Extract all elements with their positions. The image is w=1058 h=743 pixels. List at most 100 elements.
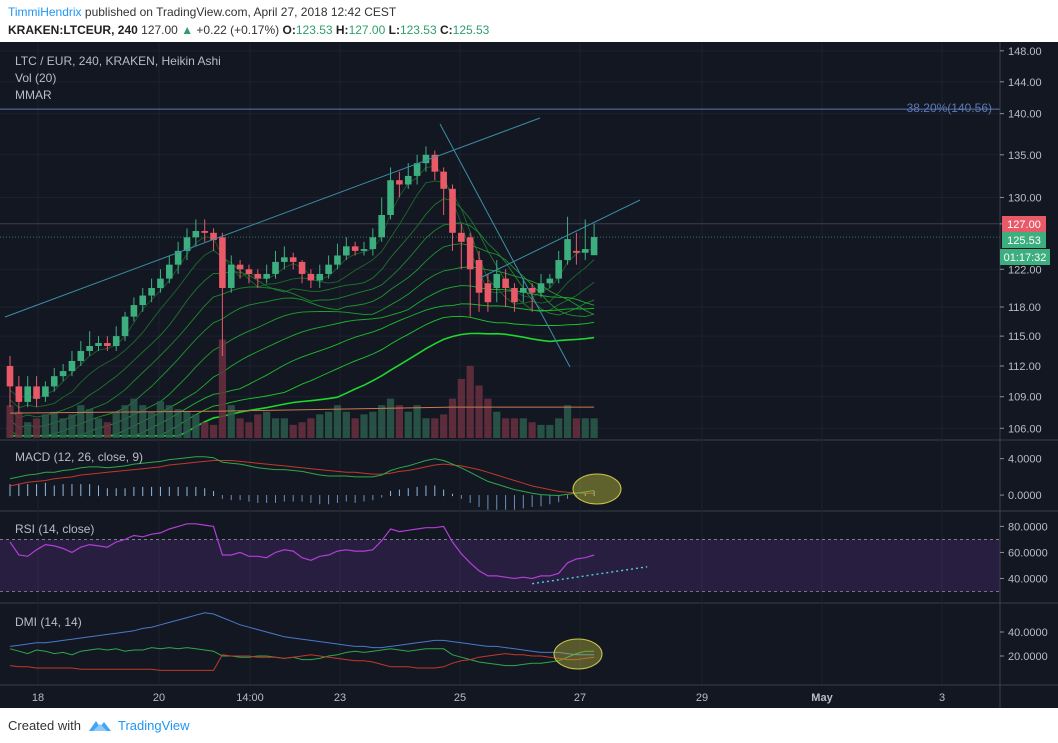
volume-bar	[139, 405, 147, 438]
candle	[360, 241, 368, 256]
candle	[112, 326, 120, 351]
volume-bar	[50, 411, 58, 438]
mmar-legend: MMAR	[15, 88, 52, 102]
candle-body	[130, 305, 138, 317]
candle-body	[325, 264, 332, 274]
candle-body	[68, 360, 76, 372]
low-label: L:	[388, 23, 400, 37]
candle	[475, 250, 483, 312]
rsi-support-trendline	[531, 566, 648, 585]
volume-bar	[156, 401, 165, 438]
pane-tick-label: 4.0000	[1008, 454, 1042, 466]
candle-body	[24, 386, 31, 402]
candle	[157, 269, 164, 293]
volume-bar	[440, 414, 448, 438]
time-tick-label: 29	[696, 692, 708, 704]
macd-pane[interactable]	[9, 456, 622, 510]
trendlines[interactable]	[4, 117, 641, 368]
candle	[431, 150, 439, 181]
candle-body	[245, 269, 253, 274]
volume-bar	[263, 411, 271, 438]
high-price-badge: 127.00	[1002, 216, 1046, 232]
candle	[298, 260, 306, 284]
candle	[104, 336, 111, 351]
candle-body	[307, 273, 315, 281]
footer: Created with TradingView	[0, 708, 1058, 743]
time-tick-label: 25	[454, 692, 466, 704]
price-change: +0.22 (+0.17%)	[196, 23, 280, 37]
bar-timer-badge: 01:17:32	[1000, 249, 1050, 265]
volume-bar	[386, 398, 395, 438]
candle	[493, 260, 501, 303]
publish-line: TimmiHendrix published on TradingView.co…	[8, 5, 396, 19]
rsi-pane[interactable]	[0, 523, 1000, 592]
price-tick-label: 118.00	[1008, 302, 1041, 314]
close-value: 125.53	[452, 23, 490, 37]
candle	[511, 283, 518, 312]
candle	[537, 273, 545, 298]
candle-body	[555, 260, 562, 279]
volume-bar	[519, 418, 527, 438]
high-label: H:	[335, 23, 349, 37]
volume-bar	[563, 405, 572, 438]
candle-body	[360, 249, 368, 251]
candles[interactable]	[6, 146, 598, 413]
price-tick-label: 148.00	[1008, 46, 1042, 58]
candle-body	[387, 180, 394, 216]
main-legend-title: LTC / EUR, 240, KRAKEN, Heikin Ashi	[15, 54, 221, 68]
svg-text:01:17:32: 01:17:32	[1004, 252, 1047, 264]
volume-bar	[369, 411, 377, 438]
candle-body	[139, 295, 147, 306]
ma-ribbon-line	[9, 222, 595, 429]
candle-body	[50, 376, 58, 387]
candle	[272, 250, 279, 279]
candle	[68, 350, 76, 377]
dmi-pane[interactable]	[9, 612, 603, 671]
candle-body	[219, 237, 226, 288]
time-tick-label: 14:00	[236, 692, 264, 704]
volume-bar	[271, 418, 280, 438]
rsi-line	[9, 523, 595, 580]
tradingview-link[interactable]: TradingView	[118, 718, 190, 733]
candle	[502, 269, 509, 307]
price-tick-label: 109.00	[1008, 392, 1042, 404]
candle-body	[166, 264, 173, 279]
candle	[573, 232, 580, 265]
author-link[interactable]: TimmiHendrix	[8, 5, 82, 19]
high-value: 127.00	[348, 23, 386, 37]
candle	[449, 184, 456, 251]
volume-bar	[466, 365, 474, 438]
candle	[86, 331, 93, 356]
volume-bar	[298, 422, 306, 438]
price-tick-label: 115.00	[1008, 331, 1041, 343]
rsi-legend: RSI (14, close)	[15, 522, 94, 536]
close-price-badge: 125.53	[1002, 232, 1046, 248]
axes: 148.00 144.00 140.00 135.00 130.00 127.00 122.…	[0, 42, 1058, 708]
volume-bar	[333, 405, 342, 438]
candle	[343, 237, 350, 261]
candle	[396, 171, 403, 198]
candle	[219, 232, 226, 356]
grid-lines	[0, 42, 1058, 686]
candle	[121, 311, 129, 342]
candle	[316, 264, 324, 288]
candle-body	[298, 261, 306, 274]
pane-tick-label: 40.0000	[1008, 573, 1048, 585]
candle-body	[77, 350, 85, 361]
candle	[166, 255, 173, 284]
candle	[334, 243, 341, 270]
volume-bar	[94, 418, 103, 438]
chart-area[interactable]: 148.00 144.00 140.00 135.00 130.00 127.00 122.…	[0, 42, 1058, 708]
volume-bar	[555, 418, 563, 438]
candle-body	[289, 257, 297, 262]
candle-body	[281, 257, 288, 262]
candle-body	[316, 273, 324, 281]
volume-bar	[316, 414, 324, 438]
candle	[174, 241, 182, 274]
descending-trendline	[439, 123, 571, 368]
volume-bar	[59, 418, 67, 438]
volume-bars	[6, 339, 598, 438]
pane-tick-label: 60.0000	[1008, 547, 1048, 559]
candle-body	[581, 249, 589, 253]
tradingview-logo-icon[interactable]	[88, 717, 112, 733]
